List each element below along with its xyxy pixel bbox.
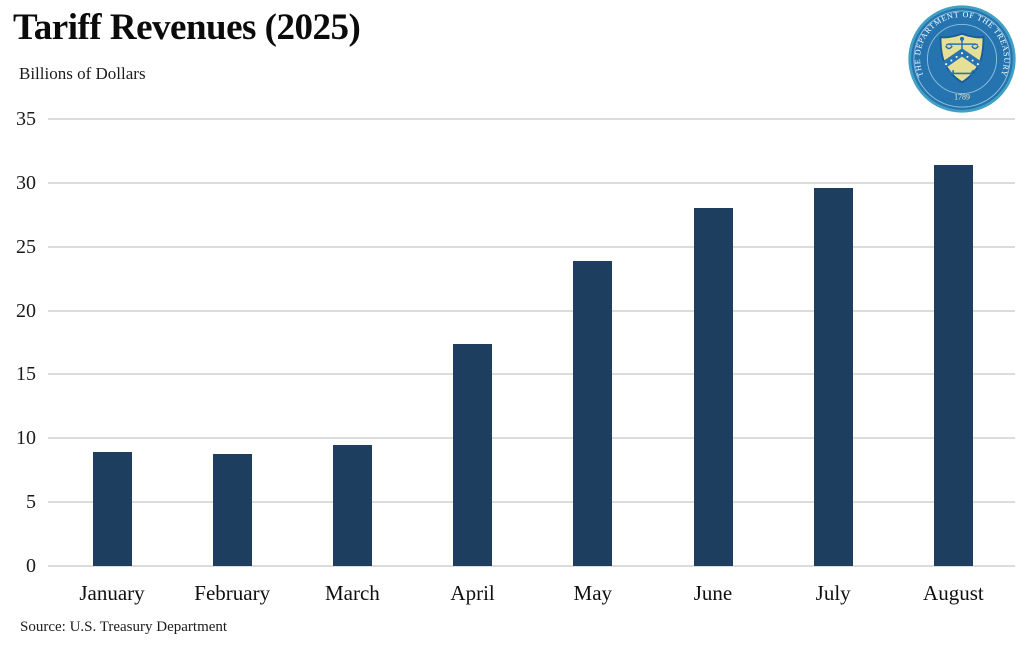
gridline xyxy=(48,373,1015,376)
seal-scales-icon xyxy=(945,36,979,50)
y-axis-label: 20 xyxy=(16,299,36,322)
gridline xyxy=(48,181,1015,184)
x-axis-label: July xyxy=(815,581,851,605)
bar xyxy=(573,260,613,566)
y-axis-label: 15 xyxy=(16,363,36,386)
x-axis-label: February xyxy=(194,581,271,605)
bar xyxy=(212,453,252,566)
x-axis-label: January xyxy=(79,581,145,605)
y-axis-label: 30 xyxy=(16,171,36,194)
bar xyxy=(693,208,733,566)
bar xyxy=(933,164,973,566)
gridline xyxy=(48,437,1015,440)
y-axis-label: 10 xyxy=(16,427,36,450)
bar xyxy=(453,343,493,566)
x-axis-label: April xyxy=(450,581,495,605)
x-axis-label: March xyxy=(324,581,380,605)
gridline xyxy=(48,565,1015,567)
gridline xyxy=(48,501,1015,504)
y-axis-label: 0 xyxy=(26,555,36,577)
bar xyxy=(813,187,853,566)
x-axis-label: August xyxy=(923,581,984,605)
x-axis-label: June xyxy=(693,581,733,605)
seal-key-icon xyxy=(948,69,979,78)
y-axis-label: 5 xyxy=(26,491,36,514)
chart-subtitle: Billions of Dollars xyxy=(19,64,146,83)
treasury-seal-logo: THE DEPARTMENT OF THE TREASURY xyxy=(908,5,1016,113)
gridline xyxy=(48,118,1015,120)
bar xyxy=(332,444,372,566)
x-axis-label: May xyxy=(573,581,613,605)
bar xyxy=(92,452,132,566)
gridline xyxy=(48,245,1015,248)
y-axis-label: 35 xyxy=(16,108,36,130)
source-note: Source: U.S. Treasury Department xyxy=(20,619,228,635)
seal-year: 1789 xyxy=(954,93,970,102)
chart-title: Tariff Revenues (2025) xyxy=(13,7,361,48)
seal-chevron-stars xyxy=(945,52,979,66)
gridline xyxy=(48,309,1015,312)
y-axis-label: 25 xyxy=(16,235,36,258)
